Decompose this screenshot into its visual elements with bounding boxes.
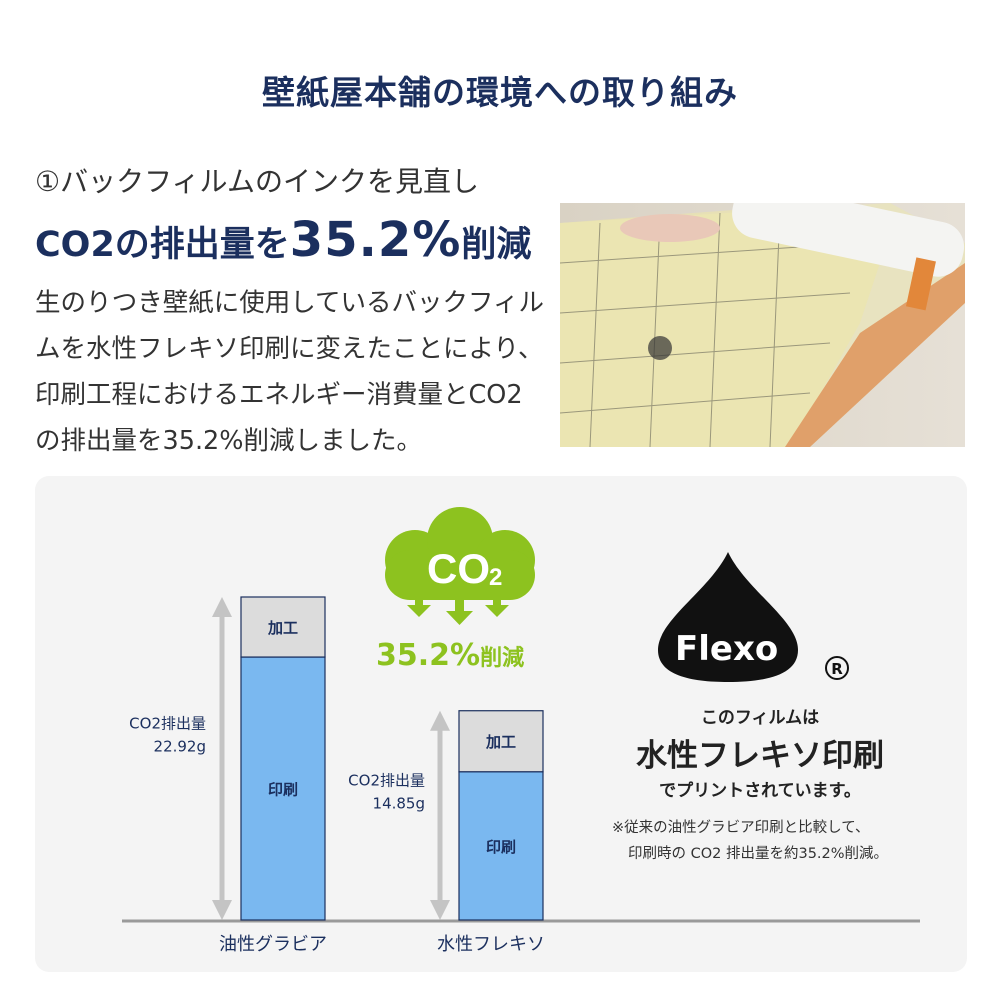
bar-segment-print [240, 656, 326, 921]
flexo-note2: 印刷時の CO2 排出量を約35.2%削減。 [628, 846, 889, 862]
flexo-line1: このフィルムは [700, 708, 820, 728]
cloud-icon: CO 2 [385, 507, 535, 625]
bar-segment-label: 加工 [267, 619, 298, 637]
bar-segment-label: 加工 [485, 733, 516, 751]
flexo-line3: でプリントされています。 [659, 781, 861, 801]
product-photo [560, 203, 965, 447]
flexo-logo-text: Flexo [675, 629, 778, 669]
bar-segment-processing [240, 596, 326, 658]
arrow-down-icon [430, 900, 450, 920]
flexo-note1: ※従来の油性グラビア印刷と比較して、 [612, 820, 870, 836]
flexo-line2: 水性フレキソ印刷 [636, 738, 884, 774]
arrow-up-icon [430, 710, 450, 731]
flexo-logo: Flexo R [650, 550, 860, 690]
svg-text:R: R [831, 660, 843, 678]
headline-prefix: CO2の排出量を [35, 225, 290, 265]
co2-subscript: 2 [489, 564, 502, 591]
bar-segment-label: 印刷 [486, 838, 516, 856]
section-subtitle: ①バックフィルムのインクを見直し [35, 165, 479, 198]
arrow-up-icon [212, 597, 232, 617]
reduction-suffix: 削減 [480, 646, 525, 671]
arrow-down-icon [212, 900, 232, 920]
ink-drop-icon: Flexo R [658, 552, 849, 682]
reduction-number: 35.2% [376, 638, 481, 673]
reduction-label: 35.2%削減 [376, 638, 524, 673]
section-paragraph: 生のりつき壁紙に使用しているバックフィルムを水性フレキソ印刷に変えたことにより、… [35, 288, 544, 456]
category-label: 水性フレキソ [437, 934, 545, 955]
bar-segment-label: 印刷 [268, 781, 298, 799]
category-label: 油性グラビア [219, 934, 327, 955]
section-headline: CO2の排出量を35.2%削減 [35, 212, 531, 268]
bar-segment-processing [458, 710, 544, 773]
total-label: 22.92g [154, 738, 206, 756]
page-title: 壁紙屋本舗の環境への取り組み [262, 73, 738, 112]
bar-segment-print [458, 771, 544, 921]
total-label: CO2排出量 [129, 715, 206, 733]
total-label: CO2排出量 [348, 771, 425, 789]
total-label: 14.85g [373, 794, 425, 812]
co2-cloud-badge: CO 2 [375, 505, 545, 630]
co2-label: CO [427, 545, 490, 592]
headline-suffix: 削減 [461, 225, 532, 265]
headline-number: 35.2% [289, 212, 462, 268]
